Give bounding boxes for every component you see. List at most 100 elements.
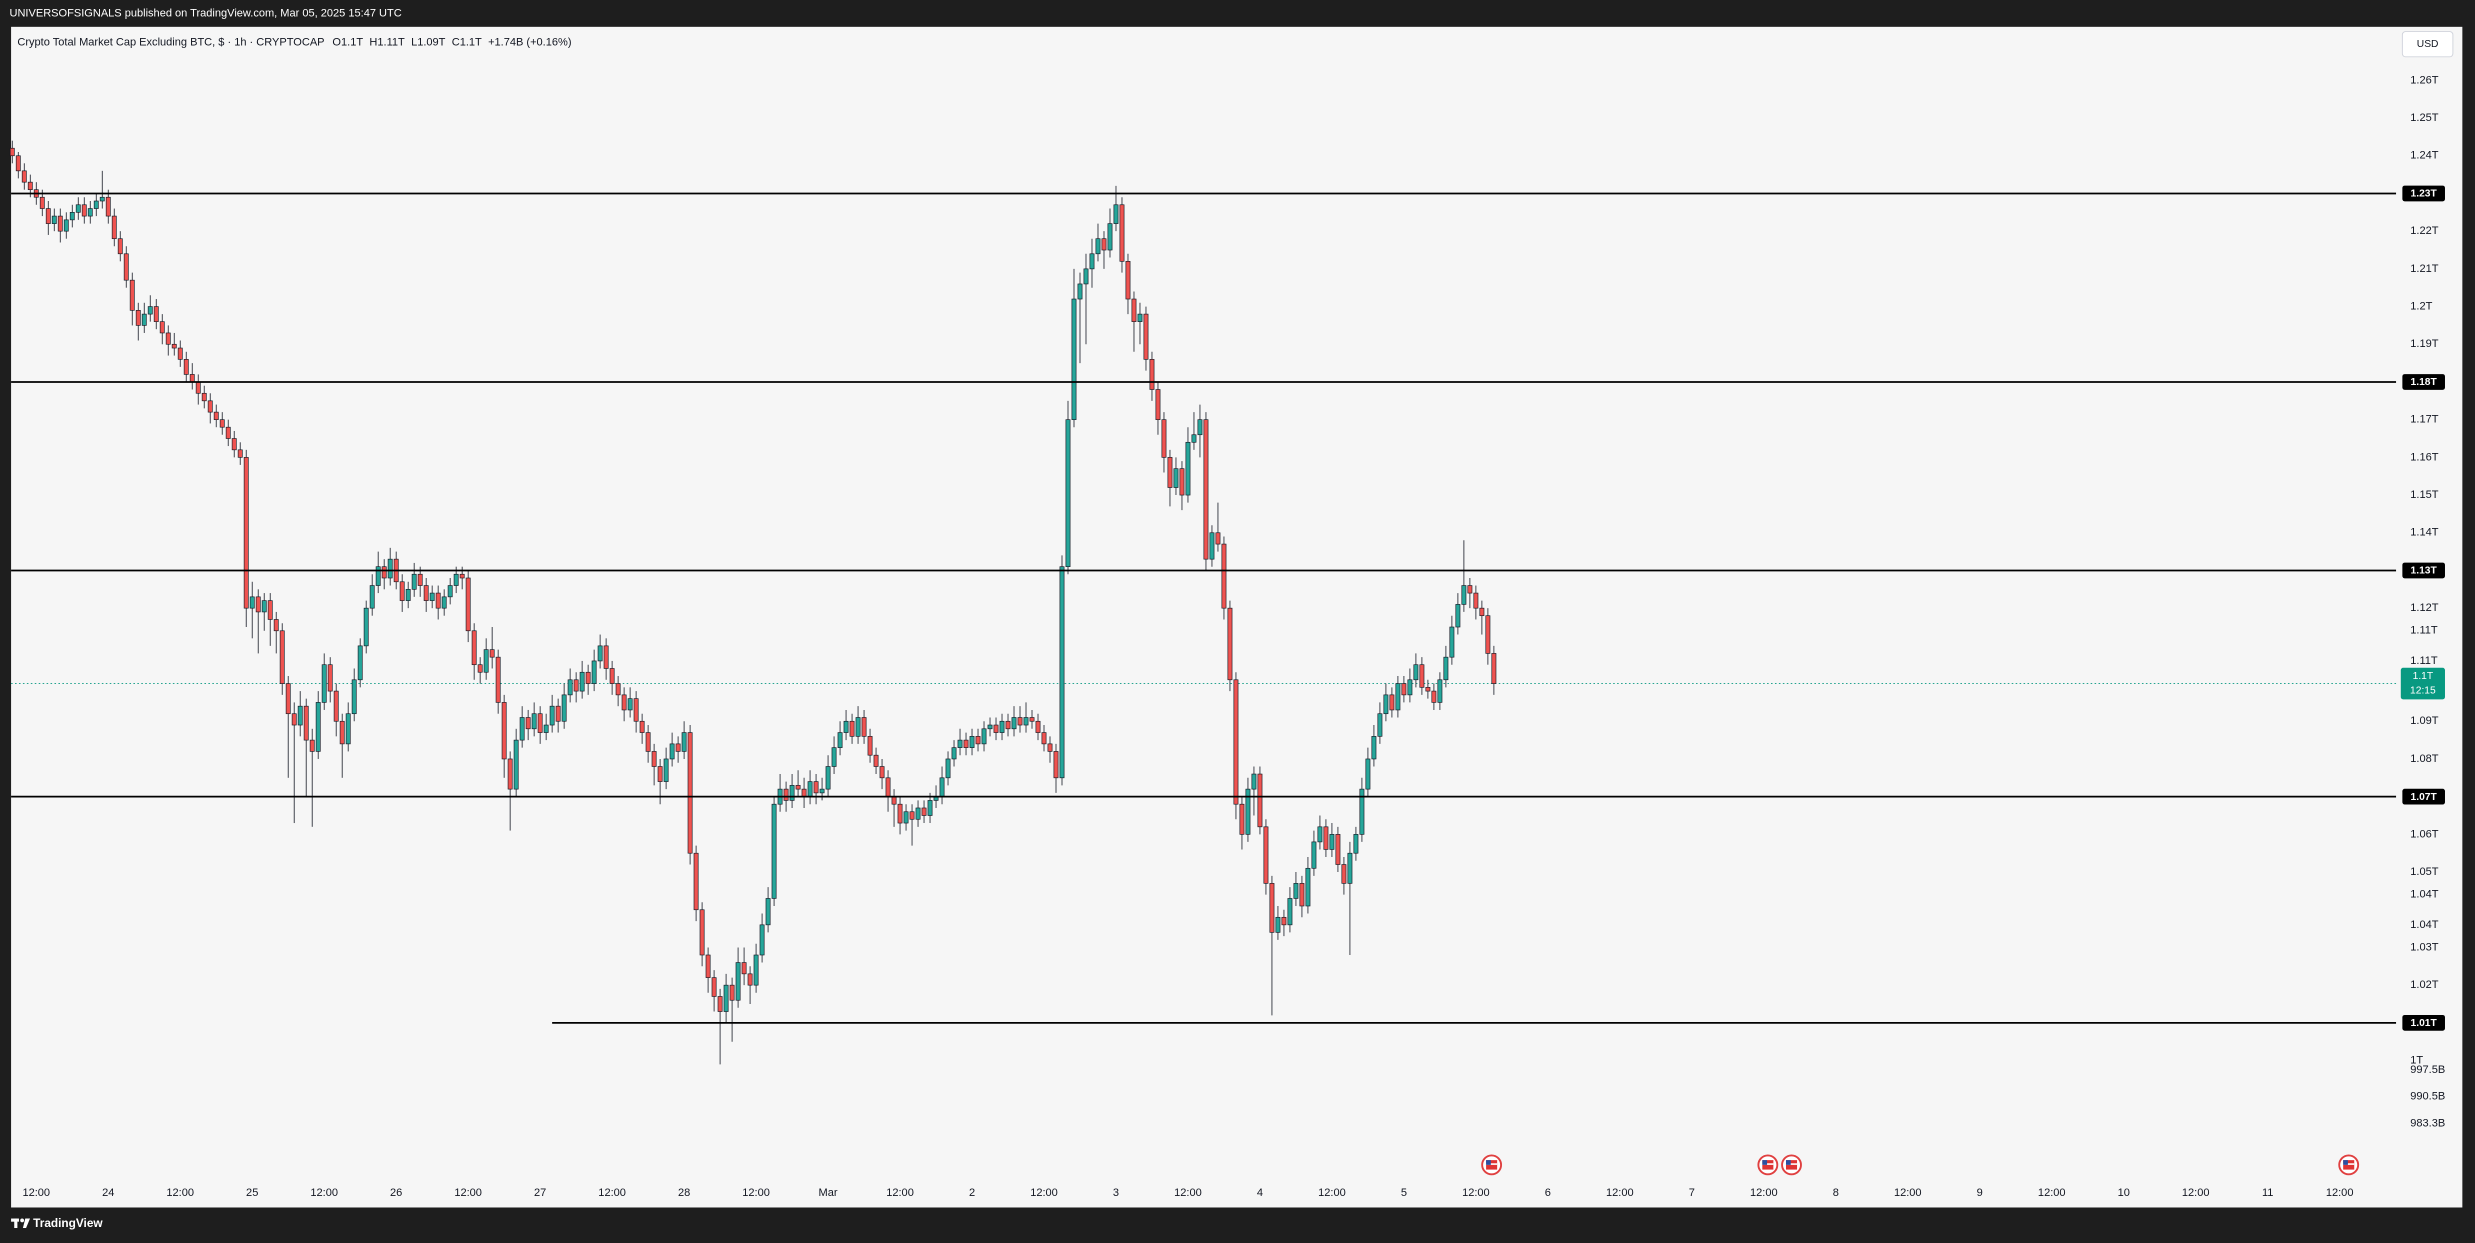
candle-body — [873, 754, 879, 767]
candle-body — [1059, 566, 1065, 779]
x-tick-label: 12:00 — [1462, 1187, 1490, 1199]
candle-body — [381, 566, 387, 579]
candle-body — [1143, 313, 1149, 360]
candle-body — [489, 649, 495, 658]
candle-body — [879, 766, 885, 779]
candle-body — [1185, 441, 1191, 496]
event-flag[interactable] — [2338, 1154, 2360, 1176]
candle-body — [1017, 717, 1023, 726]
candle-body — [321, 664, 327, 703]
candle-body — [639, 720, 645, 733]
candle-body — [957, 739, 963, 748]
x-tick-label: 28 — [678, 1187, 690, 1199]
candle-body — [27, 181, 33, 191]
candle-body — [1437, 679, 1443, 703]
candle-body — [615, 683, 621, 696]
x-tick-label: 2 — [969, 1187, 975, 1199]
candle-body — [267, 600, 273, 620]
x-tick-label: 12:00 — [1174, 1187, 1202, 1199]
candle-body — [387, 558, 393, 579]
candle-body — [1371, 736, 1377, 760]
candle-body — [1479, 607, 1485, 617]
candle-body — [1131, 298, 1137, 322]
open-readout: O1.1T — [332, 37, 363, 49]
candle-body — [273, 619, 279, 632]
y-tick-label: 1.25T — [2410, 112, 2438, 124]
candle-body — [147, 306, 153, 315]
y-tick-label: 1.04T — [2410, 919, 2438, 931]
candle-body — [141, 313, 147, 326]
level-tag — [2402, 185, 2445, 202]
candle-body — [669, 743, 675, 760]
x-tick-label: 25 — [246, 1187, 258, 1199]
y-tick-label: 1.02T — [2410, 979, 2438, 991]
candle-body — [483, 649, 489, 673]
candle-body — [921, 807, 927, 816]
candle-body — [1107, 223, 1113, 251]
candle-body — [999, 720, 1005, 733]
candle-body — [225, 426, 231, 439]
candle-body — [717, 996, 723, 1012]
candle-body — [411, 573, 417, 590]
currency[interactable]: USD — [2417, 39, 2439, 50]
candle-body — [297, 705, 303, 726]
candle-body — [441, 596, 447, 609]
candle-body — [1281, 916, 1287, 926]
candle-body — [831, 747, 837, 767]
candle-body — [579, 671, 585, 692]
candle-body — [1203, 419, 1209, 560]
candle-body — [1083, 268, 1089, 285]
candle-body — [1191, 434, 1197, 443]
candle-body — [69, 211, 75, 221]
event-flag[interactable] — [1757, 1154, 1779, 1176]
candle-body — [1323, 826, 1329, 850]
candle-body — [255, 596, 261, 613]
candle-body — [705, 954, 711, 978]
candle-body — [567, 679, 573, 696]
legend: Crypto Total Market Cap Excluding BTC, $… — [17, 37, 571, 49]
y-tick-label: 1.09T — [2410, 715, 2438, 727]
level-label: 1.07T — [2411, 792, 2438, 803]
candle-body — [1113, 204, 1119, 224]
y-tick-label: 1.05T — [2410, 866, 2438, 878]
x-tick-label: 4 — [1257, 1187, 1263, 1199]
candle-body — [591, 660, 597, 684]
candle-body — [1209, 532, 1215, 560]
candle-body — [807, 781, 813, 797]
event-flag[interactable] — [1781, 1154, 1802, 1176]
currency-button[interactable] — [2401, 31, 2454, 58]
candle-body — [1287, 898, 1293, 926]
x-tick-label: 12:00 — [1606, 1187, 1634, 1199]
candle-body — [537, 713, 543, 733]
candle-body — [1197, 419, 1203, 436]
candle-body — [159, 321, 165, 334]
candle-body — [555, 705, 561, 722]
candle-body — [189, 374, 195, 383]
candle-body — [1233, 679, 1239, 805]
last-price-tag — [2400, 667, 2445, 700]
candle-body — [51, 215, 57, 224]
candle-body — [1341, 864, 1347, 884]
candle-body — [1173, 468, 1179, 488]
candle-body — [291, 713, 297, 726]
x-tick-label: 26 — [390, 1187, 402, 1199]
y-tick-label: 983.3B — [2410, 1117, 2445, 1129]
level-tag — [2402, 1014, 2445, 1031]
candle-body — [1389, 694, 1395, 711]
candle-body — [153, 306, 159, 322]
candle-body — [897, 803, 903, 824]
candle-body — [1353, 834, 1359, 854]
candle-body — [1041, 732, 1047, 745]
candle-body — [1455, 604, 1461, 628]
event-flag[interactable] — [1481, 1154, 1503, 1176]
candle-body — [1095, 238, 1101, 255]
candle-body — [585, 671, 591, 684]
candle-body — [1425, 687, 1431, 692]
candle-body — [903, 811, 909, 824]
level-tag — [2402, 562, 2445, 579]
candle-body — [531, 713, 537, 730]
y-tick-label: 1.14T — [2410, 527, 2438, 539]
candle-body — [1299, 883, 1305, 907]
candle-body — [1047, 743, 1053, 752]
candle-body — [111, 215, 117, 240]
